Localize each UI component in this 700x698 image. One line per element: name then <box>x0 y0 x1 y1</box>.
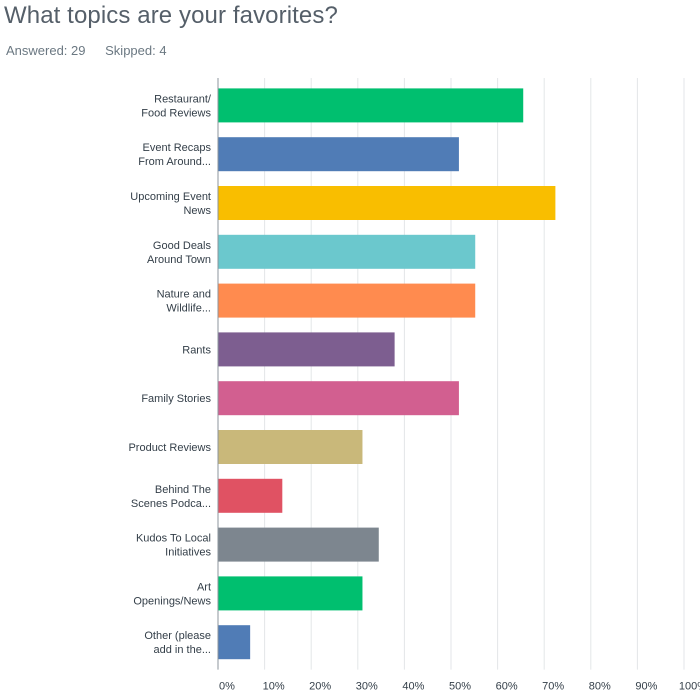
question-title: What topics are your favorites? <box>4 2 338 29</box>
answered-label: Answered: <box>6 43 68 58</box>
category-label: Product Reviews <box>128 442 211 454</box>
bar <box>218 576 363 611</box>
answered-stat: Answered: 29 <box>6 43 86 58</box>
category-label: Art <box>197 581 211 593</box>
category-label: Scenes Podca... <box>131 498 211 510</box>
bar <box>218 332 395 367</box>
bar <box>218 186 556 220</box>
category-label: Upcoming Event <box>130 191 211 203</box>
skipped-count: 4 <box>159 43 167 58</box>
x-tick-label: 30% <box>356 681 378 693</box>
category-label: Wildlife... <box>166 303 211 315</box>
bar <box>218 478 283 513</box>
bar <box>218 625 251 660</box>
bar <box>218 430 363 464</box>
category-label: Around Town <box>147 254 211 266</box>
category-label: Food Reviews <box>141 107 211 119</box>
category-label: Event Recaps <box>143 142 212 154</box>
category-label: Nature and <box>157 289 211 301</box>
x-tick-label: 80% <box>589 681 611 693</box>
response-stats: Answered: 29 Skipped: 4 <box>6 43 183 58</box>
bar <box>218 283 476 318</box>
category-label: Rants <box>182 344 211 356</box>
x-tick-label: 70% <box>542 681 564 693</box>
x-tick-label: 90% <box>635 681 657 693</box>
bar <box>218 88 524 123</box>
x-tick-label: 50% <box>449 681 471 693</box>
category-label: From Around... <box>138 156 211 168</box>
x-tick-label: 10% <box>263 681 285 693</box>
category-label: Other (please <box>144 630 211 642</box>
bar <box>218 527 379 562</box>
x-tick-label: 100% <box>679 681 700 693</box>
category-label: Initiatives <box>165 547 211 559</box>
category-label: Openings/News <box>133 595 211 607</box>
category-label: Restaurant/ <box>154 93 212 105</box>
x-tick-label: 0% <box>219 681 235 693</box>
bar <box>218 381 459 416</box>
bar <box>218 234 476 269</box>
answered-count: 29 <box>71 43 86 58</box>
category-label: News <box>183 205 211 217</box>
category-label: Family Stories <box>141 393 211 405</box>
x-tick-label: 60% <box>496 681 518 693</box>
category-label: Behind The <box>155 484 211 496</box>
bar <box>218 137 459 172</box>
x-tick-label: 20% <box>309 681 331 693</box>
category-label: Good Deals <box>153 240 212 252</box>
category-label: Kudos To Local <box>136 533 211 545</box>
skipped-stat: Skipped: 4 <box>105 43 166 58</box>
x-tick-label: 40% <box>402 681 424 693</box>
skipped-label: Skipped: <box>105 43 156 58</box>
category-label: add in the... <box>154 644 212 656</box>
